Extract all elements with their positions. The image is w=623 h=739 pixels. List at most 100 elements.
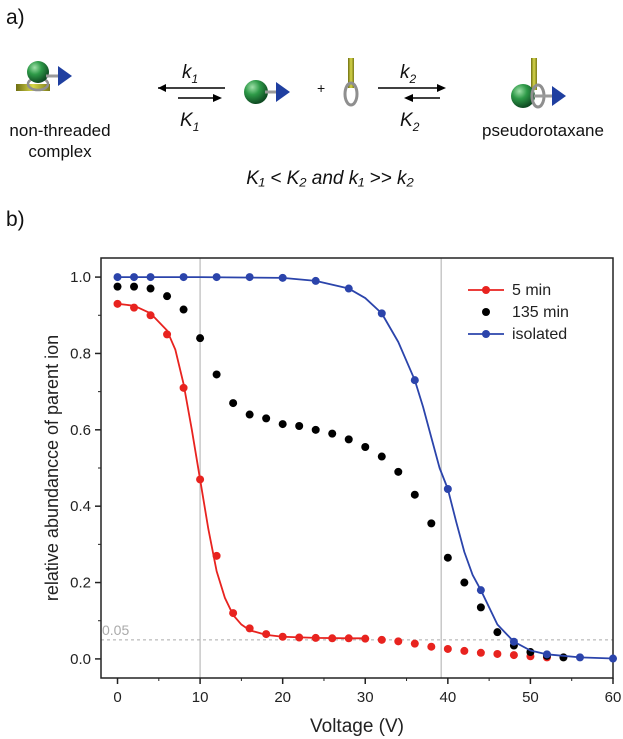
- equilibrium-arrows-1: [158, 84, 225, 102]
- data-point-5-min: [295, 633, 304, 642]
- y-tick-label-5: 1.0: [70, 269, 91, 286]
- x-tick-label-30: 30: [357, 689, 374, 706]
- data-point-135-min: [278, 420, 287, 429]
- y-tick-label-2: 0.4: [70, 498, 91, 515]
- data-point-isolated: [212, 273, 221, 282]
- legend-marker-isolated: [482, 330, 490, 338]
- data-point-isolated: [146, 273, 155, 282]
- data-point-isolated: [130, 273, 139, 282]
- data-point-5-min: [394, 637, 403, 646]
- data-point-isolated: [542, 650, 551, 659]
- data-point-5-min: [476, 648, 485, 657]
- plus-sign: +: [317, 80, 326, 96]
- data-point-5-min: [196, 475, 205, 484]
- data-point-135-min: [212, 370, 221, 379]
- data-point-5-min: [443, 644, 452, 653]
- data-point-5-min: [212, 551, 221, 560]
- k1-letter: k: [182, 62, 192, 83]
- y-tick-label-0: 0.0: [70, 651, 91, 668]
- data-point-isolated: [575, 653, 584, 662]
- sphere-shape: [27, 61, 49, 83]
- data-point-isolated: [377, 309, 386, 318]
- data-point-5-min: [377, 635, 386, 644]
- non-threaded-complex-caption: non-threaded complex: [0, 120, 120, 162]
- data-point-135-min: [311, 425, 320, 434]
- non-threaded-complex-icon: [16, 61, 72, 92]
- legend-marker-135-min: [482, 308, 490, 316]
- k2-sub: 2: [409, 71, 417, 86]
- data-point-isolated: [410, 376, 419, 385]
- data-point-135-min: [493, 628, 502, 637]
- caption-line-2: complex: [28, 142, 92, 161]
- data-point-135-min: [163, 292, 172, 301]
- legend-label-135-min: 135 min: [512, 304, 569, 321]
- data-point-5-min: [113, 299, 122, 308]
- data-point-isolated: [509, 637, 518, 646]
- data-point-5-min: [179, 383, 188, 392]
- data-point-isolated: [179, 273, 188, 282]
- data-point-135-min: [295, 422, 304, 430]
- axle-shape: [16, 84, 50, 91]
- data-point-5-min: [509, 651, 518, 660]
- data-point-5-min: [278, 632, 287, 641]
- data-point-135-min: [113, 282, 122, 291]
- data-point-isolated: [476, 586, 485, 595]
- data-point-135-min: [344, 435, 353, 444]
- legend-marker-5-min: [482, 286, 490, 294]
- data-point-5-min: [361, 634, 370, 643]
- legend-label-5-min: 5 min: [512, 282, 551, 299]
- data-point-135-min: [262, 414, 271, 423]
- x-axis-label: Voltage (V): [310, 716, 404, 737]
- k1-sub: 1: [191, 71, 199, 86]
- caption-line-1: non-threaded: [9, 121, 111, 140]
- data-point-5-min: [328, 634, 337, 643]
- data-point-5-min: [410, 639, 419, 648]
- data-point-isolated: [311, 276, 320, 285]
- y-tick-label-3: 0.6: [70, 422, 91, 439]
- data-point-isolated: [278, 273, 287, 282]
- x-tick-label-10: 10: [192, 689, 209, 706]
- y-tick-label-4: 0.8: [70, 345, 91, 362]
- x-tick-label-60: 60: [605, 689, 622, 706]
- data-point-isolated: [443, 485, 452, 493]
- plot-frame: [100, 257, 614, 679]
- data-point-135-min: [394, 467, 403, 476]
- data-point-isolated: [609, 654, 617, 663]
- K1-sub: 1: [192, 119, 200, 134]
- k2-label: k2: [400, 62, 416, 86]
- legend-label-isolated: isolated: [512, 326, 567, 343]
- data-point-135-min: [443, 553, 452, 562]
- pseudorotaxane-icon: [511, 58, 566, 109]
- pseudorotaxane-caption: pseudorotaxane: [482, 121, 604, 140]
- reaction-scheme: [16, 58, 566, 109]
- x-tick-label-50: 50: [522, 689, 539, 706]
- data-point-isolated: [113, 273, 122, 282]
- axle-component-icon: [244, 80, 290, 104]
- cone-shape: [58, 66, 72, 86]
- data-point-5-min: [427, 642, 436, 651]
- data-point-5-min: [460, 646, 469, 655]
- panel-a-label: a): [6, 6, 25, 29]
- data-point-135-min: [377, 452, 386, 461]
- K2-label: K2: [400, 110, 419, 134]
- K2-letter: K: [400, 110, 413, 131]
- data-point-5-min: [130, 303, 139, 312]
- threshold-label: 0.05: [102, 622, 129, 638]
- data-point-135-min: [460, 578, 469, 587]
- data-point-isolated: [344, 284, 353, 293]
- series-line-5-min: [117, 302, 366, 640]
- y-tick-label-1: 0.2: [70, 575, 91, 592]
- data-point-135-min: [476, 603, 485, 612]
- data-point-5-min: [493, 649, 502, 658]
- data-point-135-min: [427, 519, 436, 528]
- data-point-135-min: [559, 653, 568, 662]
- data-point-5-min: [262, 630, 271, 639]
- data-point-135-min: [196, 334, 205, 343]
- data-point-135-min: [410, 490, 419, 499]
- x-tick-label-20: 20: [274, 689, 291, 706]
- ring-component-icon: [343, 58, 359, 107]
- k2-letter: k: [400, 62, 410, 83]
- data-point-135-min: [328, 429, 337, 438]
- data-point-5-min: [344, 634, 353, 643]
